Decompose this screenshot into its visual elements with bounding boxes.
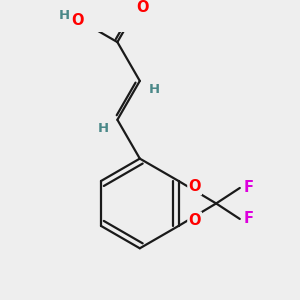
Text: H: H bbox=[98, 122, 109, 135]
Text: O: O bbox=[136, 0, 149, 14]
Text: H: H bbox=[148, 83, 160, 96]
Text: F: F bbox=[244, 181, 254, 196]
Text: H: H bbox=[59, 9, 70, 22]
Text: O: O bbox=[188, 179, 201, 194]
Text: O: O bbox=[71, 14, 83, 28]
Text: F: F bbox=[244, 212, 254, 226]
Text: O: O bbox=[188, 212, 201, 227]
